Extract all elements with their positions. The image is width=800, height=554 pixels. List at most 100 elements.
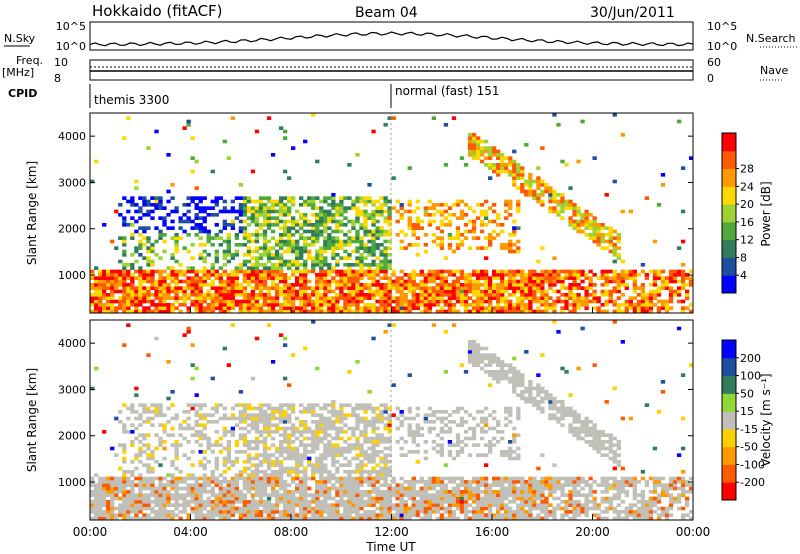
velocity-cell (399, 453, 404, 457)
power-cell (222, 296, 227, 300)
power-cell (174, 283, 179, 287)
power-cell (359, 239, 364, 244)
velocity-cell (282, 433, 288, 437)
power-cell (512, 283, 517, 287)
velocity-cell (327, 513, 332, 517)
velocity-cell (367, 500, 372, 504)
velocity-cell (423, 416, 428, 421)
velocity-cell (355, 436, 360, 441)
power-cell (363, 293, 368, 297)
power-cell (455, 199, 461, 204)
velocity-cell (407, 373, 412, 377)
velocity-cell (299, 506, 304, 511)
power-cell (564, 276, 569, 280)
power-cell (282, 296, 288, 300)
power-cell (379, 269, 384, 274)
velocity-cell (359, 443, 364, 447)
power-cell (347, 219, 352, 224)
power-cell (600, 226, 605, 230)
power-cell (254, 269, 260, 274)
power-cell (532, 276, 537, 280)
colorbar-segment (722, 275, 736, 294)
power-cell (194, 269, 199, 274)
power-cell (355, 219, 360, 224)
power-cell (612, 179, 617, 184)
velocity-cell (383, 440, 388, 444)
power-cell (620, 309, 625, 314)
power-cell (483, 289, 489, 294)
velocity-cell (475, 346, 481, 351)
power-cell (467, 283, 473, 287)
velocity-cell (299, 493, 304, 497)
velocity-cell (383, 446, 388, 451)
velocity-cell (415, 493, 420, 497)
velocity-cell (194, 516, 199, 521)
velocity-cell (246, 503, 252, 507)
velocity-cell (443, 483, 449, 487)
power-cell (664, 279, 670, 284)
power-cell (319, 296, 324, 300)
power-cell (588, 213, 593, 217)
power-cell (536, 279, 541, 284)
power-cell (512, 303, 517, 307)
velocity-cell (299, 410, 304, 414)
power-cell (604, 293, 609, 297)
velocity-cell (343, 510, 348, 514)
velocity-cell (90, 386, 95, 391)
power-cell (266, 259, 272, 264)
velocity-cell (455, 423, 461, 427)
power-cell (548, 306, 553, 310)
power-cell (447, 303, 453, 307)
power-cell (327, 266, 332, 270)
velocity-cell (395, 426, 400, 431)
velocity-cell (367, 406, 372, 411)
velocity-cell (134, 436, 139, 441)
velocity-cell (266, 476, 272, 481)
power-cell (90, 283, 95, 287)
power-cell (210, 279, 215, 284)
velocity-cell (274, 460, 280, 464)
power-cell (319, 293, 324, 297)
velocity-cell (182, 480, 187, 484)
velocity-cell (351, 500, 356, 504)
power-cell (198, 216, 203, 220)
power-cell (94, 299, 99, 304)
velocity-cell (307, 476, 312, 481)
velocity-cell (463, 510, 469, 514)
power-cell (295, 246, 300, 250)
velocity-cell (214, 493, 219, 497)
power-cell (471, 273, 477, 277)
velocity-cell (291, 510, 296, 514)
velocity-cell (162, 513, 167, 517)
power-cell (355, 263, 360, 267)
power-cell (596, 276, 601, 280)
power-cell (351, 276, 356, 280)
power-cell (142, 269, 147, 274)
velocity-cell (158, 510, 163, 514)
velocity-cell (323, 470, 328, 474)
velocity-cell (170, 443, 175, 447)
velocity-cell (186, 326, 191, 331)
power-cell (339, 289, 344, 294)
velocity-cell (371, 446, 376, 451)
power-cell (455, 236, 461, 240)
velocity-cell (158, 443, 163, 447)
velocity-cell (339, 516, 344, 521)
power-cell (138, 206, 143, 210)
power-cell (528, 309, 533, 314)
power-cell (270, 206, 276, 210)
power-cell (592, 226, 597, 230)
power-cell (242, 293, 248, 297)
power-cell (250, 303, 256, 307)
velocity-cell (383, 463, 388, 467)
velocity-cell (226, 513, 231, 517)
velocity-cell (423, 500, 428, 504)
power-cell (158, 296, 163, 300)
velocity-cell (130, 500, 135, 504)
power-cell (226, 276, 231, 280)
power-cell (399, 229, 404, 234)
power-cell (254, 296, 260, 300)
power-cell (146, 263, 151, 267)
velocity-cell (162, 496, 167, 501)
power-cell (230, 199, 236, 204)
